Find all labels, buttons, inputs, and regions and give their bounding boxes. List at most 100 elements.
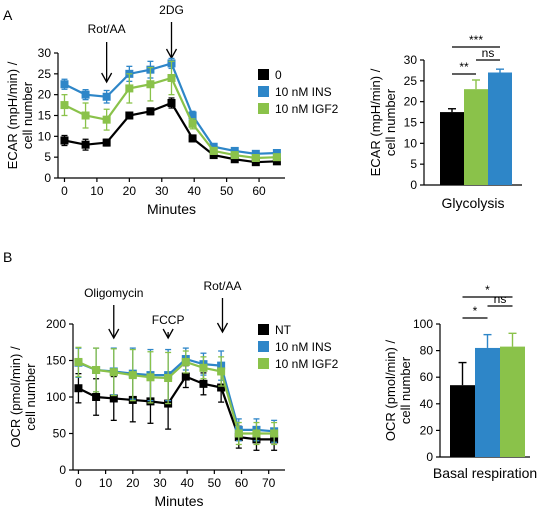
x-tick-label: 30 [153,476,167,490]
data-point [102,138,111,147]
series-1 [60,97,281,167]
data-point [188,119,197,128]
data-point [125,84,134,93]
y-tick-label: 80 [420,344,434,358]
data-point [181,372,190,381]
y-tick-label: 15 [404,116,418,130]
y-tick-label: 5 [410,157,417,171]
data-point [81,140,90,149]
glycolysis-bar-chart: 0 5 10 15 20 25 30 ECAR (mpH/min) /cell number G… [368,33,522,211]
data-point [60,136,69,145]
x-tick-label: 40 [180,476,194,490]
data-point [209,142,218,151]
data-point [164,374,173,383]
data-point [209,146,218,155]
injection-label: 2DG [159,3,184,17]
x-tick-label: 50 [220,184,234,198]
data-point [230,155,239,164]
series-line [63,76,277,160]
legend-swatch [258,358,269,369]
injection-arrowhead [162,328,174,340]
y-tick-label: 20 [420,423,434,437]
data-point [181,357,190,366]
x-tick-label: 20 [123,184,137,198]
bar [464,89,488,185]
series-1 [74,364,279,451]
y-axis-label: OCR (pmol/min) /cell number [8,346,38,448]
x-tick-label: 70 [262,476,276,490]
legend-label: 0 [275,68,282,82]
legend-swatch [258,103,269,114]
data-point [74,384,83,393]
legend-label: 10 nM INS [275,340,332,354]
y-tick-label: 100 [46,390,66,404]
data-point [217,367,226,376]
y-tick-label: 10 [404,136,418,150]
x-tick-label: 30 [155,184,169,198]
y-tick-label: 10 [38,129,52,143]
bar [450,385,475,457]
x-tick-label: 60 [235,476,249,490]
significance-label: * [473,304,478,318]
series-3 [60,60,281,162]
data-point [60,101,69,110]
data-point [146,107,155,116]
y-tick-label: 0 [426,450,433,464]
x-axis-label: Minutes [154,493,203,509]
data-point [109,394,118,403]
x-tick-label: 50 [208,476,222,490]
data-point [270,429,279,438]
y-tick-label: 0 [44,171,51,185]
data-point [81,111,90,120]
x-tick-label: 0 [61,184,68,198]
panel-b-letter: B [3,249,12,265]
data-point [125,111,134,120]
injection-arrowhead [108,328,120,340]
data-point [252,429,261,438]
injection-label: Rot/AA [203,279,241,293]
legend-label: 10 nM IGF2 [275,357,339,371]
y-tick-label: 30 [404,53,418,67]
data-point [128,371,137,380]
significance-label: *** [469,33,483,47]
legend-swatch [258,341,269,352]
bar [440,112,464,185]
legend-label: 10 nM INS [275,85,332,99]
y-tick-label: 0 [410,178,417,192]
data-point [217,383,226,392]
series-3 [74,346,279,446]
x-tick-label: 40 [188,184,202,198]
y-tick-label: 20 [404,95,418,109]
significance-label: ns [482,46,495,60]
data-point [272,153,281,162]
data-point [251,149,260,158]
data-point [146,373,155,382]
y-tick-label: 150 [46,354,66,368]
data-point [272,157,281,166]
x-axis-label: Minutes [147,201,196,217]
bar [488,72,512,185]
data-point [102,92,111,101]
legend-swatch [258,324,269,335]
significance-label: ** [459,60,469,74]
legend-swatch [258,86,269,97]
bar [500,346,525,457]
injection-label: FCCP [152,313,185,327]
data-point [272,149,281,157]
x-axis-label: Basal respiration [433,465,537,481]
x-tick-label: 20 [126,476,140,490]
bar [475,347,500,457]
y-tick-label: 30 [38,46,52,60]
y-tick-label: 15 [38,109,52,123]
injection-label: Rot/AA [88,22,126,36]
injection-label: Oligomycin [84,286,143,300]
data-point [92,393,101,401]
y-tick-label: 200 [46,317,66,331]
ecar-time-course-chart: 0 5 10 15 20 25 30 0 10 20 30 40 50 60 Minutes ECAR (mp… [5,3,339,217]
y-axis-label: OCR (pmol/min) /cell number [383,340,413,442]
y-tick-label: 5 [44,150,51,164]
legend-label: NT [275,323,292,337]
legend-swatch [258,69,269,80]
